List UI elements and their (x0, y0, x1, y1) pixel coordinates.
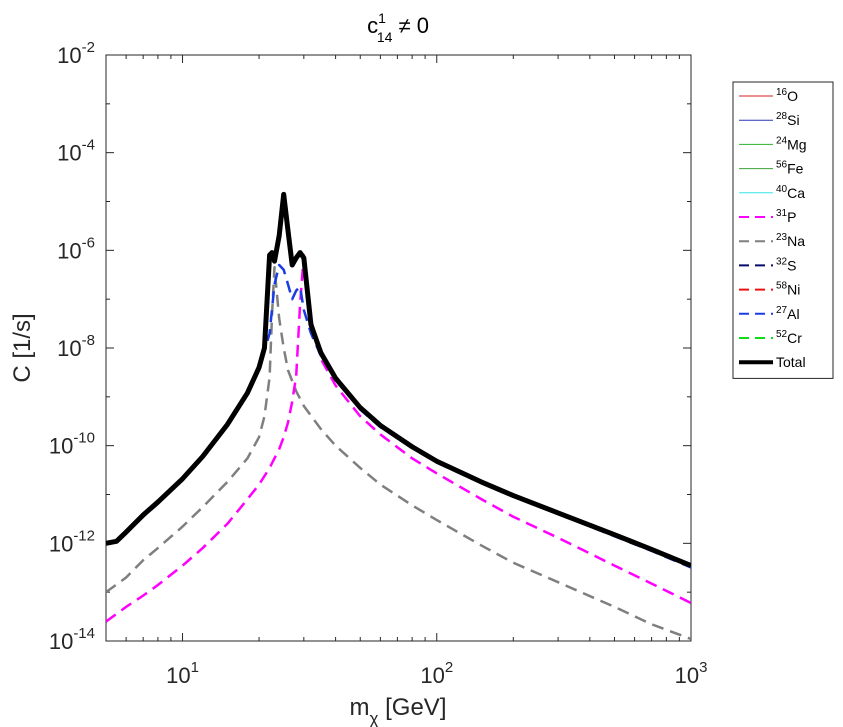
legend-label-16O: 16O (776, 87, 798, 104)
y-tick-label: 10-4 (57, 137, 95, 166)
x-tick-label: 102 (420, 659, 453, 688)
axis-ticks (105, 54, 692, 642)
chart-title-text: c1 14 ≠ 0 (367, 10, 429, 45)
series-lines (106, 191, 691, 641)
y-tick-label: 10-12 (49, 527, 95, 556)
y-tick-label: 10-2 (57, 39, 95, 68)
legend-label-32S: 32S (776, 256, 796, 273)
series-line-31P (106, 253, 691, 623)
plot-frame (105, 54, 692, 642)
legend-label-31P: 31P (776, 208, 796, 225)
legend-label-23Na: 23Na (776, 232, 805, 249)
legend-label-40Ca: 40Ca (776, 184, 805, 201)
legend-label-27Al: 27Al (776, 305, 800, 322)
legend-label-58Ni: 58Ni (776, 281, 800, 298)
x-tick-label: 103 (675, 659, 708, 688)
chart-title: c1 14 ≠ 0 (367, 10, 429, 45)
legend-box (732, 81, 834, 379)
x-axis-label: mχ [GeV] (350, 694, 447, 727)
legend-label-24Mg: 24Mg (776, 135, 807, 152)
legend-label-56Fe: 56Fe (776, 160, 804, 177)
y-tick-label: 10-6 (57, 234, 95, 263)
plot-area (105, 54, 692, 642)
legend: 16O 28Si 24Mg 56Fe 40Ca 31P 23Na 32S 58Ni 27Al 52C… (732, 81, 834, 379)
y-tick-label: 10-14 (49, 625, 95, 654)
x-tick-labels: 101 102 103 (166, 659, 707, 688)
series-line-23Na (106, 266, 691, 641)
legend-label-28Si: 28Si (776, 111, 800, 128)
y-axis-label-text: C [1/s] (9, 313, 36, 382)
y-tick-label: 10-10 (49, 430, 95, 459)
y-axis-label: C [1/s] (9, 313, 36, 382)
legend-label-Total: Total (776, 354, 806, 370)
x-tick-label: 101 (166, 659, 199, 688)
x-axis-label-text: mχ [GeV] (350, 694, 447, 727)
series-line-Total (106, 191, 691, 568)
y-tick-labels: 10-14 10-12 10-10 10-8 10-6 10-4 10-2 (49, 39, 95, 654)
legend-label-52Cr: 52Cr (776, 329, 802, 346)
y-tick-label: 10-8 (57, 332, 95, 361)
